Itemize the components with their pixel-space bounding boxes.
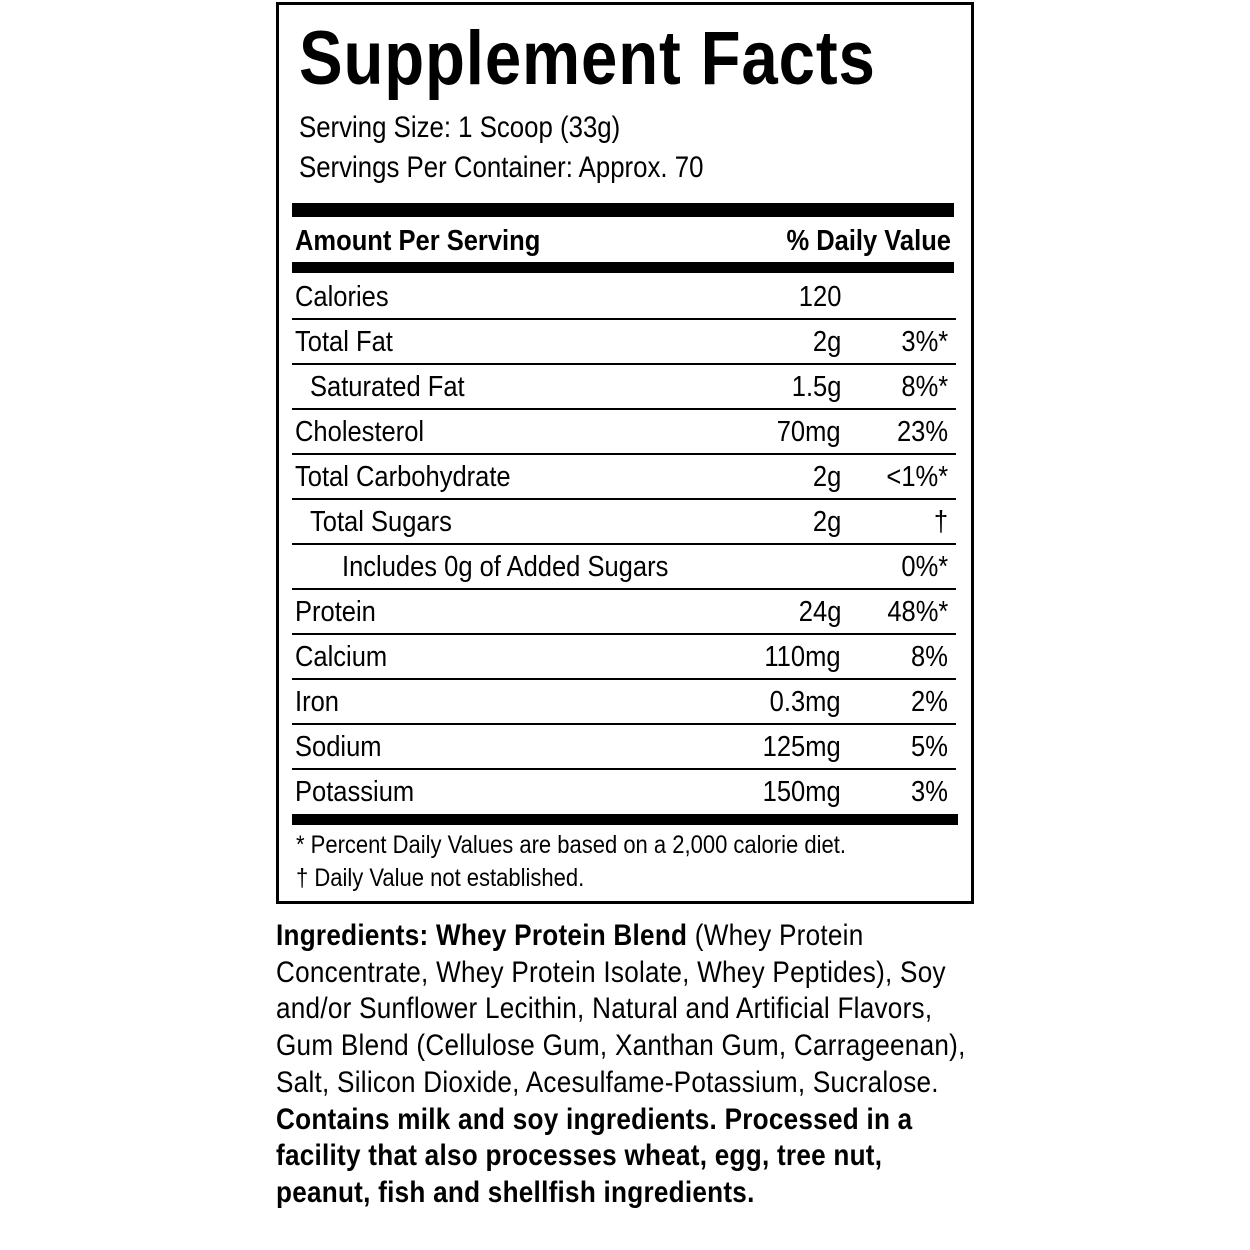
nutrient-daily-value: <1%* bbox=[886, 461, 948, 493]
nutrient-row: Total Sugars 2g † bbox=[292, 500, 956, 545]
nutrient-name: Cholesterol bbox=[295, 416, 425, 448]
nutrient-amount: 2g bbox=[812, 461, 841, 493]
daily-value-header: % Daily Value bbox=[786, 225, 951, 257]
nutrient-name: Calcium bbox=[295, 641, 388, 673]
nutrient-amount: 125mg bbox=[762, 731, 841, 763]
nutrient-daily-value: 3%* bbox=[901, 326, 948, 358]
allergen-statement: Contains milk and soy ingredients. Proce… bbox=[276, 1102, 913, 1209]
nutrient-daily-value: 0%* bbox=[901, 551, 948, 583]
whey-protein-blend: Whey Protein Blend bbox=[436, 919, 688, 952]
nutrient-row: Total Carbohydrate 2g <1%* bbox=[292, 455, 956, 500]
nutrient-name: Includes 0g of Added Sugars bbox=[342, 551, 669, 583]
nutrient-amount: 2g bbox=[812, 506, 841, 538]
nutrient-amount: 2g bbox=[812, 326, 841, 358]
nutrient-amount: 150mg bbox=[762, 776, 841, 808]
nutrient-amount: 0.3mg bbox=[770, 686, 841, 718]
nutrient-amount: 24g bbox=[798, 596, 841, 628]
nutrient-daily-value: † bbox=[933, 506, 948, 538]
nutrient-daily-value: 8% bbox=[911, 641, 948, 673]
nutrient-row: Calories 120 bbox=[292, 275, 956, 320]
nutrient-amount: 110mg bbox=[764, 641, 841, 673]
ingredients-list: (Whey Protein Concentrate, Whey Protein … bbox=[276, 919, 966, 1099]
nutrient-name: Total Sugars bbox=[310, 506, 452, 538]
nutrient-daily-value: 8%* bbox=[901, 371, 948, 403]
footnote-not-established: † Daily Value not established. bbox=[296, 864, 585, 892]
nutrient-row: Iron 0.3mg 2% bbox=[292, 680, 956, 725]
serving-size: Serving Size: 1 Scoop (33g) bbox=[299, 111, 621, 144]
ingredients-text: Ingredients: Whey Protein Blend (Whey Pr… bbox=[276, 918, 972, 1212]
nutrient-daily-value: 2% bbox=[911, 686, 948, 718]
nutrient-row: Protein 24g 48%* bbox=[292, 590, 956, 635]
nutrient-row: Potassium 150mg 3% bbox=[292, 770, 956, 813]
nutrient-row: Calcium 110mg 8% bbox=[292, 635, 956, 680]
thick-divider bbox=[292, 262, 954, 273]
nutrient-name: Total Fat bbox=[295, 326, 393, 358]
nutrient-daily-value: 5% bbox=[911, 731, 948, 763]
nutrient-name: Calories bbox=[295, 281, 389, 313]
nutrient-table: Calories 120 Total Fat 2g 3%* Saturated Fat 1.… bbox=[292, 275, 956, 813]
thick-divider bbox=[292, 203, 954, 217]
nutrient-daily-value: 3% bbox=[911, 776, 948, 808]
footnote-daily-values: * Percent Daily Values are based on a 2,… bbox=[296, 831, 846, 859]
nutrient-amount: 70mg bbox=[777, 416, 841, 448]
amount-per-serving-header: Amount Per Serving bbox=[295, 225, 541, 257]
supplement-facts-panel: Supplement Facts Serving Size: 1 Scoop (… bbox=[276, 2, 974, 904]
nutrient-daily-value: 23% bbox=[896, 416, 948, 448]
nutrient-amount: 120 bbox=[798, 281, 841, 313]
servings-per-container: Servings Per Container: Approx. 70 bbox=[299, 151, 704, 184]
nutrient-name: Saturated Fat bbox=[310, 371, 465, 403]
thick-divider bbox=[292, 814, 958, 825]
column-header: Amount Per Serving % Daily Value bbox=[295, 225, 951, 263]
nutrient-name: Iron bbox=[295, 686, 339, 718]
nutrient-row: Sodium 125mg 5% bbox=[292, 725, 956, 770]
nutrient-name: Total Carbohydrate bbox=[295, 461, 511, 493]
nutrient-name: Potassium bbox=[295, 776, 415, 808]
nutrient-daily-value: 48%* bbox=[886, 596, 948, 628]
nutrient-row: Total Fat 2g 3%* bbox=[292, 320, 956, 365]
nutrient-row: Includes 0g of Added Sugars 0%* bbox=[292, 545, 956, 590]
nutrient-name: Protein bbox=[295, 596, 376, 628]
ingredients-label: Ingredients: bbox=[276, 919, 437, 952]
nutrient-amount: 1.5g bbox=[791, 371, 841, 403]
nutrient-name: Sodium bbox=[295, 731, 382, 763]
panel-title: Supplement Facts bbox=[299, 16, 876, 101]
nutrient-row: Saturated Fat 1.5g 8%* bbox=[292, 365, 956, 410]
nutrient-row: Cholesterol 70mg 23% bbox=[292, 410, 956, 455]
